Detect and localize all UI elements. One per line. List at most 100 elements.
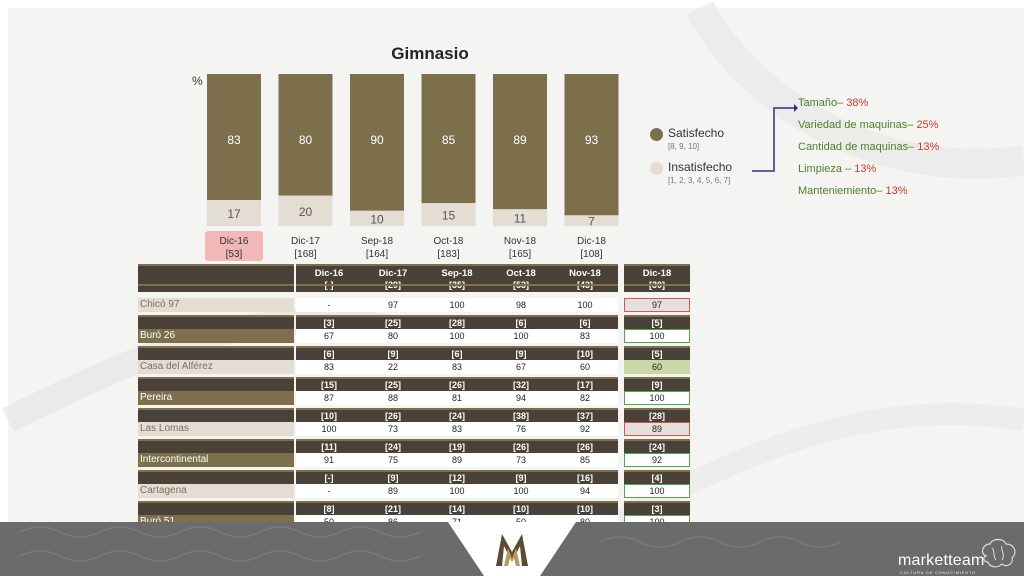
bar-insatisfecho-dic-16	[207, 200, 261, 226]
table-cell-value: 100	[624, 391, 690, 405]
table-cell-accent	[552, 408, 618, 410]
reason-text: Limpieza –	[798, 163, 855, 175]
table-header-period: Dic-16	[314, 268, 344, 279]
table-cell-value: 82	[552, 391, 618, 405]
location-name: Pereira	[138, 391, 294, 405]
table-cell-count: [12]	[448, 473, 465, 483]
table-row-accent	[138, 501, 294, 503]
table-cell-value: 97	[624, 298, 690, 312]
table-cell-count: [9]	[387, 473, 399, 483]
table-cell-count: [16]	[576, 473, 593, 483]
x-tick-label-dic-17: Dic-17	[291, 236, 320, 247]
legend-sublabel-insatisfecho: [1, 2, 3, 4, 5, 6, 7]	[668, 176, 731, 185]
x-tick-count-sep-18: [164]	[366, 249, 388, 260]
table-cell-accent	[360, 408, 426, 410]
x-tick-count-nov-18: [165]	[509, 249, 531, 260]
table-cell-count: [10]	[576, 504, 593, 514]
table-header-cell-accent	[624, 264, 690, 266]
table-cell-value: 73	[488, 453, 554, 467]
x-tick-count-oct-18: [183]	[437, 249, 459, 260]
table-cell-count: [26]	[448, 380, 465, 390]
table-cell-value: 83	[296, 360, 362, 374]
table-cell-accent	[360, 315, 426, 317]
table-cell-value: 98	[488, 298, 554, 312]
table-cell-accent	[488, 377, 554, 379]
table-cell-accent	[296, 439, 362, 441]
table-cell-count: [32]	[512, 380, 529, 390]
table-cell-count: [-]	[324, 473, 334, 483]
table-cell: [4] 100	[624, 470, 690, 498]
brain-icon	[981, 538, 1016, 568]
table-cell-count: [6]	[451, 349, 463, 359]
table-cell: 100	[424, 284, 490, 312]
table-cell: [10] 100	[296, 408, 362, 436]
x-tick-count-dic-17: [168]	[294, 249, 316, 260]
legend-swatch-satisfecho	[650, 128, 663, 141]
table-cell-value: 67	[296, 329, 362, 343]
bar-satisfecho-dic-17	[278, 74, 333, 196]
data-label-insatisfecho-dic-18: 7	[588, 215, 595, 229]
table-cell-count: [24]	[448, 411, 465, 421]
table-cell-accent	[552, 501, 618, 503]
table-cell: [3] 67	[296, 315, 362, 343]
data-label-insatisfecho-oct-18: 15	[442, 209, 456, 223]
table-cell: [28] 100	[424, 315, 490, 343]
x-tick-label-dic-16: Dic-16	[220, 236, 249, 247]
table-cell-value: 97	[360, 298, 426, 312]
table-row-name-cell: Buró 26	[138, 315, 294, 343]
table-cell: [9] 67	[488, 346, 554, 374]
table-row-accent	[138, 408, 294, 410]
table-cell-accent	[488, 470, 554, 472]
table-header-period: Sep-18	[441, 268, 473, 279]
table-cell-accent	[624, 377, 690, 379]
data-label-satisfecho-sep-18: 90	[370, 133, 384, 147]
table-header-cell: Dic-16[-]	[296, 264, 362, 292]
location-name: Casa del Alférez	[138, 360, 294, 374]
table-cell-accent	[552, 470, 618, 472]
table-cell: [24] 75	[360, 439, 426, 467]
table-cell-count: [10]	[320, 411, 337, 421]
table-cell: -	[296, 284, 362, 312]
table-header-period: Nov-18	[569, 268, 601, 279]
bar-satisfecho-dic-16	[207, 74, 261, 201]
table-cell-accent	[624, 346, 690, 348]
table-cell-count: [24]	[648, 442, 665, 452]
table-header-cell-accent	[424, 264, 490, 266]
location-name: Intercontinental	[138, 453, 294, 467]
table-row-name-cell: Las Lomas	[138, 408, 294, 436]
highlight-dic-16	[205, 231, 263, 261]
x-tick-label-oct-18: Oct-18	[433, 236, 463, 247]
table-cell-accent	[424, 284, 490, 286]
table-cell-value: 76	[488, 422, 554, 436]
table-cell-value: 94	[488, 391, 554, 405]
table-cell: [26] 85	[552, 439, 618, 467]
table-cell-value: 100	[488, 329, 554, 343]
table-cell: [32] 94	[488, 377, 554, 405]
reason-percent: 13%	[917, 141, 940, 153]
table-cell: [6] 100	[488, 315, 554, 343]
reason-item: Manteniemiento– 13%	[798, 184, 939, 206]
table-cell-accent	[424, 315, 490, 317]
table-row-accent	[138, 377, 294, 379]
table-cell-accent	[424, 408, 490, 410]
table-cell: [17] 82	[552, 377, 618, 405]
x-tick-label-dic-18: Dic-18	[577, 236, 606, 247]
table-cell-value: 83	[424, 360, 490, 374]
table-cell-count: [5]	[651, 349, 663, 359]
table-cell: [25] 80	[360, 315, 426, 343]
table-cell: 97	[360, 284, 426, 312]
table-cell-accent	[424, 377, 490, 379]
table-cell-accent	[360, 346, 426, 348]
table-header-period: Oct-18	[506, 268, 536, 279]
table-cell-accent	[488, 346, 554, 348]
table-cell-count: [8]	[323, 504, 335, 514]
table-cell-value: 100	[624, 484, 690, 498]
table-cell-value: 22	[360, 360, 426, 374]
table-cell-value: 87	[296, 391, 362, 405]
reason-percent: 13%	[854, 163, 877, 175]
table-cell-accent	[424, 501, 490, 503]
table-cell: [19] 89	[424, 439, 490, 467]
table-cell-value: 100	[424, 329, 490, 343]
mm-monogram-icon	[496, 534, 528, 566]
table-cell-count: [6]	[579, 318, 591, 328]
